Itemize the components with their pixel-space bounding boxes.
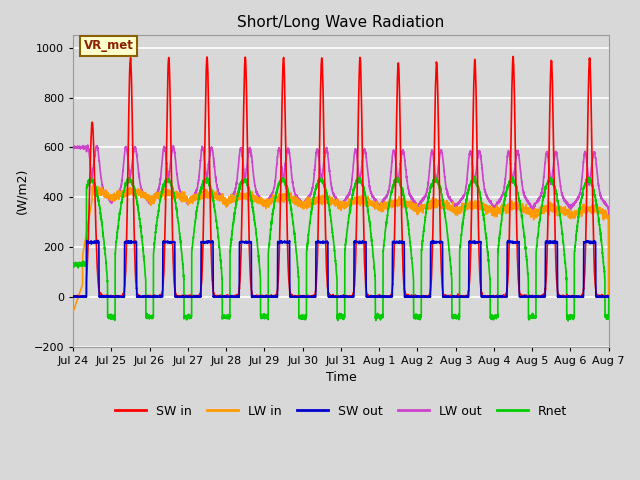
- X-axis label: Time: Time: [326, 372, 356, 384]
- Y-axis label: (W/m2): (W/m2): [15, 168, 28, 214]
- Title: Short/Long Wave Radiation: Short/Long Wave Radiation: [237, 15, 445, 30]
- Text: VR_met: VR_met: [84, 39, 134, 52]
- Legend: SW in, LW in, SW out, LW out, Rnet: SW in, LW in, SW out, LW out, Rnet: [110, 400, 572, 423]
